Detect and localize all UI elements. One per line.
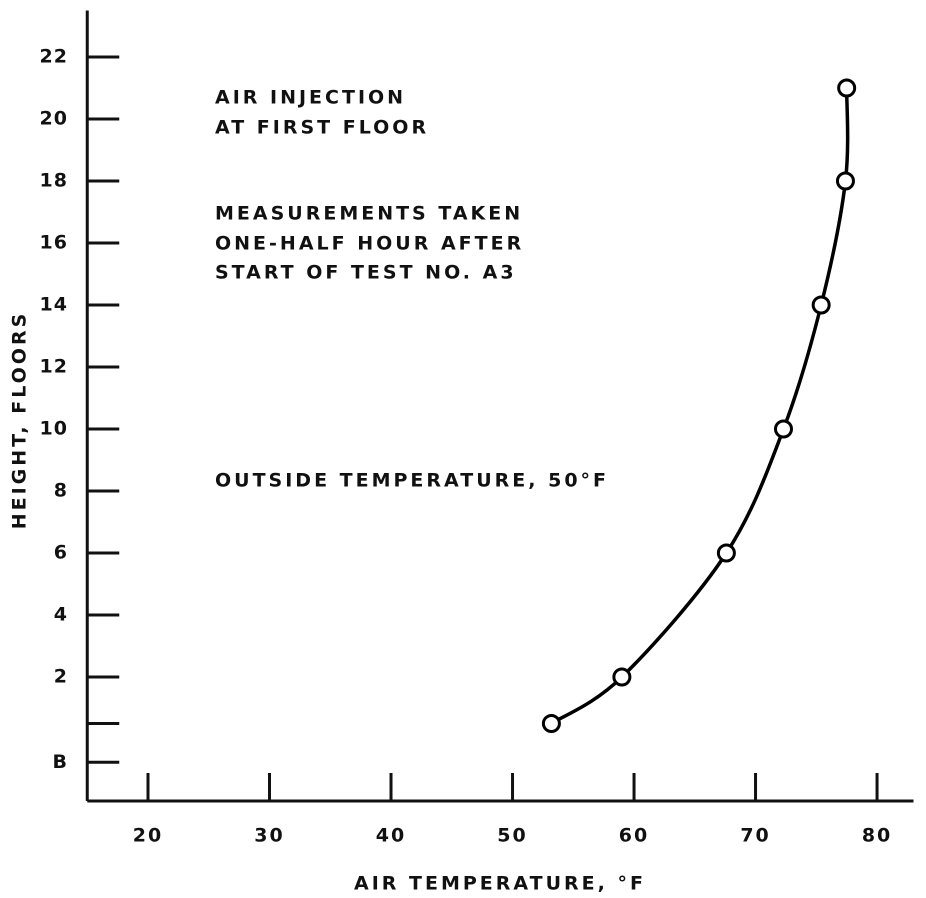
x-tick-label: 80 (862, 825, 892, 847)
y-tick-label: 2 (54, 666, 68, 688)
y-axis-label: HEIGHT, FLOORS (9, 311, 31, 530)
y-tick-label: B (53, 751, 68, 773)
curve (550, 87, 850, 725)
annotation: AIR INJECTION (215, 87, 406, 109)
x-tick-label: 30 (254, 825, 284, 847)
annotation: OUTSIDE TEMPERATURE, 50°F (215, 470, 609, 492)
data-point (541, 714, 561, 733)
y-tick-label: 6 (54, 542, 68, 564)
y-tick-label: 14 (40, 294, 68, 316)
y-tick-label: 12 (40, 356, 68, 378)
data-point (837, 78, 857, 98)
data-point (716, 543, 736, 563)
x-tick-label: 20 (133, 825, 163, 847)
x-axis-label: AIR TEMPERATURE, °F (354, 873, 646, 895)
annotation: ONE-HALF HOUR AFTER (215, 233, 524, 255)
annotation: AT FIRST FLOOR (215, 117, 429, 139)
data-point (773, 419, 793, 439)
y-tick-label: 4 (54, 604, 68, 626)
y-tick-label: 16 (40, 232, 68, 254)
annotation: MEASUREMENTS TAKEN (215, 203, 523, 225)
y-tick-label: 20 (40, 108, 68, 130)
y-tick-label: 18 (40, 170, 68, 192)
y-tick-label: 10 (40, 418, 68, 440)
x-tick-label: 60 (619, 825, 649, 847)
x-tick-label: 50 (497, 825, 527, 847)
x-tick-label: 40 (376, 825, 406, 847)
x-tick-label: 70 (740, 825, 770, 847)
y-tick-label: 8 (54, 480, 68, 502)
data-point (835, 171, 855, 191)
data-point (612, 667, 632, 687)
annotation: START OF TEST NO. A3 (215, 262, 517, 284)
y-tick-label: 22 (40, 46, 68, 68)
data-point (811, 295, 831, 315)
